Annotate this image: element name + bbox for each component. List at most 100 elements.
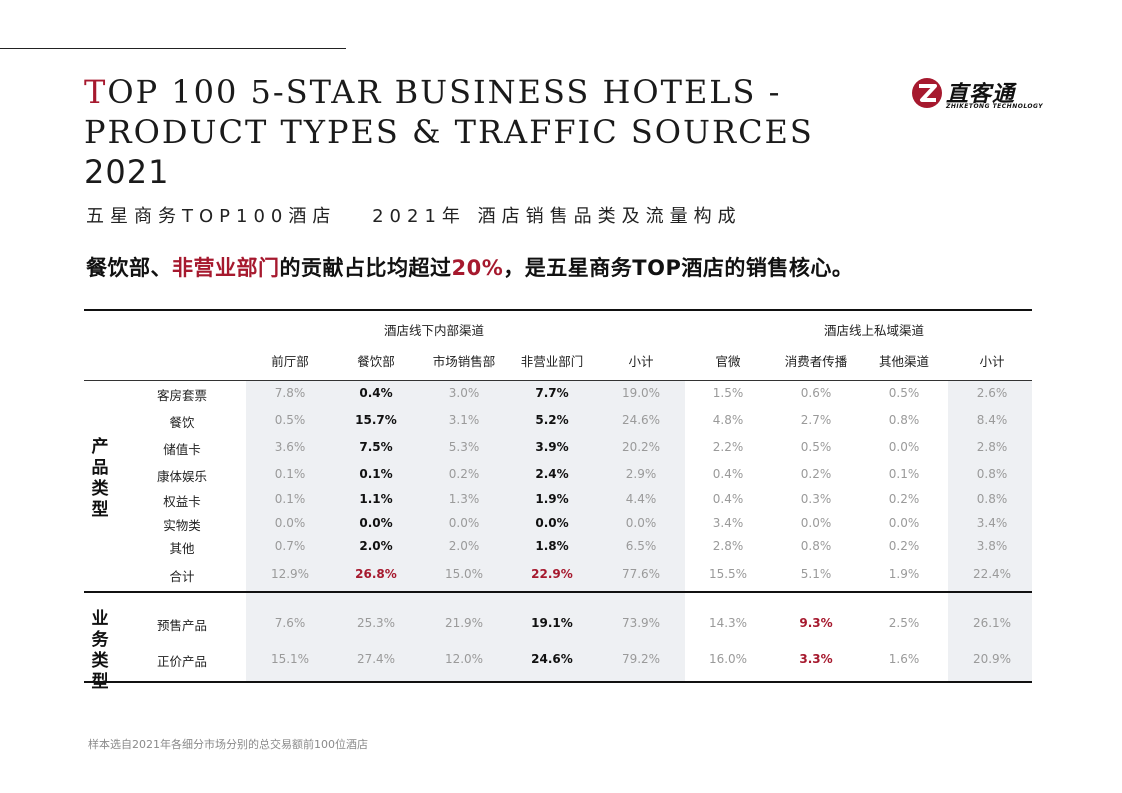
table-cell: 0.4% (712, 467, 744, 481)
table-cell: 2.0% (359, 539, 393, 553)
company-logo: 直客通 ZHIKETONG TECHNOLOGY (910, 76, 1044, 112)
table-cell: 15.7% (355, 413, 397, 427)
section-divider-rule (84, 591, 1032, 593)
table-cell: 1.1% (359, 492, 393, 506)
table-cell: 73.9% (621, 616, 661, 630)
column-header: 前厅部 (271, 354, 309, 369)
table-cell: 1.3% (448, 492, 480, 506)
table-cell: 14.3% (708, 616, 748, 630)
table-cell: 0.3% (800, 492, 832, 506)
table-cell: 1.6% (888, 652, 920, 666)
row-label: 正价产品 (156, 654, 207, 669)
table-cell: 1.9% (535, 492, 569, 506)
section-label: 产品 类型 (91, 437, 109, 520)
table-cell: 2.7% (800, 413, 832, 427)
headline: 餐饮部、非营业部门的贡献占比均超过20%，是五星商务TOP酒店的销售核心。 (86, 252, 853, 282)
table-cell: 3.1% (448, 413, 480, 427)
headline-highlight2: 20% (451, 256, 504, 280)
table-cell: 3.6% (274, 440, 306, 454)
table-cell: 0.5% (274, 413, 306, 427)
table-cell: 26.1% (972, 616, 1012, 630)
top-rule (0, 48, 346, 49)
table-cell: 16.0% (708, 652, 748, 666)
header-rule (84, 380, 1032, 381)
table-cell: 0.0% (535, 516, 569, 530)
headline-part1: 餐饮部、 (86, 256, 172, 280)
table-cell: 20.9% (972, 652, 1012, 666)
title-line3: 2021 (84, 153, 170, 191)
logo-text-en: ZHIKETONG TECHNOLOGY (946, 103, 1044, 110)
table-cell: 12.0% (444, 652, 484, 666)
group-header-offline: 酒店线下内部渠道 (383, 323, 484, 338)
row-label: 其他 (169, 541, 195, 556)
table-cell: 4.8% (712, 413, 744, 427)
table-cell: 0.0% (274, 516, 306, 530)
table-cell: 0.8% (976, 492, 1008, 506)
row-label: 实物类 (163, 518, 201, 533)
table-cell: 0.1% (274, 467, 306, 481)
table-cell: 19.0% (621, 386, 661, 400)
table-cell: 0.7% (274, 539, 306, 553)
table-cell: 4.4% (625, 492, 657, 506)
column-header: 小计 (979, 354, 1005, 369)
table-cell: 22.4% (972, 567, 1012, 581)
table-cell: 5.2% (535, 413, 569, 427)
table-cell: 0.5% (888, 386, 920, 400)
table-cell: 79.2% (621, 652, 661, 666)
table-cell: 5.3% (448, 440, 480, 454)
column-header: 餐饮部 (357, 354, 395, 369)
data-table: 酒店线下内部渠道 酒店线上私域渠道 前厅部 餐饮部 市场销售部 非营业部门 小计 官微 消费者传… (84, 309, 1032, 692)
column-header: 其他渠道 (878, 354, 929, 369)
section-label: 业务 类型 (91, 609, 109, 692)
table-cell: 1.9% (888, 567, 920, 581)
table-cell: 0.1% (359, 467, 393, 481)
table-cell: 6.5% (625, 539, 657, 553)
table-cell: 2.5% (888, 616, 920, 630)
headline-part2: 的贡献占比均超过 (279, 256, 452, 280)
table-cell: 5.1% (800, 567, 832, 581)
column-header: 官微 (715, 354, 741, 369)
table-cell: 77.6% (621, 567, 661, 581)
column-header: 小计 (628, 354, 654, 369)
table-cell: 3.9% (535, 440, 569, 454)
table-cell: 0.0% (888, 516, 920, 530)
shade-online-subtotal (948, 381, 1032, 683)
table-cell: 0.5% (800, 440, 832, 454)
table-cell: 2.6% (976, 386, 1008, 400)
group-header-online: 酒店线上私域渠道 (823, 323, 924, 338)
table-cell: 0.0% (448, 516, 480, 530)
column-header: 市场销售部 (432, 354, 496, 369)
headline-highlight1: 非营业部门 (172, 256, 280, 280)
title-first-letter: T (84, 73, 108, 111)
page-title: TOP 100 5-STAR BUSINESS HOTELS - PRODUCT… (84, 72, 884, 192)
table-cell: 24.6% (531, 652, 573, 666)
table-cell: 7.5% (359, 440, 393, 454)
table-cell: 7.7% (535, 386, 569, 400)
table-cell: 0.2% (800, 467, 832, 481)
table-cell: 15.0% (444, 567, 484, 581)
row-label: 餐饮 (169, 415, 195, 430)
row-label: 权益卡 (163, 494, 201, 509)
shade-offline-internal (246, 381, 685, 683)
column-header: 消费者传播 (784, 354, 848, 369)
subtitle: 五星商务TOP100酒店 2021年 酒店销售品类及流量构成 (86, 206, 742, 227)
table-top-rule (84, 309, 1032, 311)
table-cell: 21.9% (444, 616, 484, 630)
table-cell: 1.5% (712, 386, 744, 400)
table-cell: 0.4% (712, 492, 744, 506)
table-cell: 1.8% (535, 539, 569, 553)
table-cell: 0.1% (888, 467, 920, 481)
table-cell: 26.8% (355, 567, 397, 581)
title-line2: PRODUCT TYPES & TRAFFIC SOURCES (84, 113, 814, 151)
table-cell: 0.8% (976, 467, 1008, 481)
table-cell: 2.0% (448, 539, 480, 553)
table-cell: 0.1% (274, 492, 306, 506)
table-cell: 27.4% (356, 652, 396, 666)
table-cell: 0.2% (448, 467, 480, 481)
headline-part3: ，是五星商务TOP酒店的销售核心。 (503, 256, 854, 280)
table-bottom-rule (84, 681, 1032, 683)
table-cell: 3.4% (976, 516, 1008, 530)
row-label: 康体娱乐 (156, 469, 207, 484)
row-label: 预售产品 (156, 618, 207, 633)
logo-mark-icon (912, 78, 942, 108)
